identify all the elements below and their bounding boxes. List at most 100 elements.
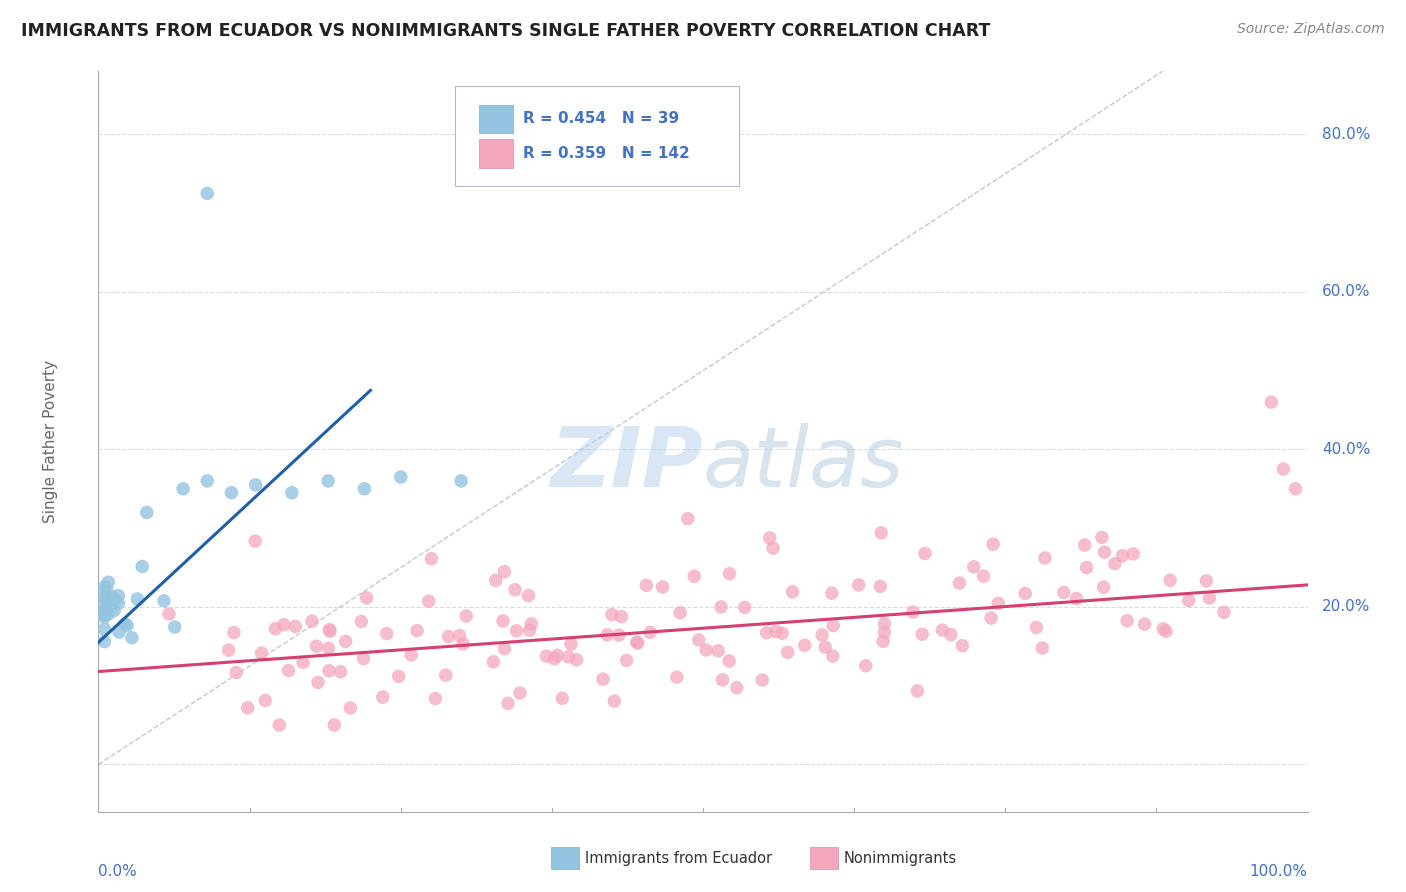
Text: 60.0%: 60.0% bbox=[1322, 285, 1371, 300]
Point bbox=[1031, 640, 1053, 655]
Point bbox=[911, 627, 934, 641]
Point bbox=[565, 653, 588, 667]
Point bbox=[1074, 538, 1097, 552]
Point bbox=[1177, 593, 1199, 607]
Point bbox=[1025, 620, 1047, 634]
Text: R = 0.359   N = 142: R = 0.359 N = 142 bbox=[523, 146, 689, 161]
Point bbox=[939, 627, 962, 641]
Point bbox=[107, 596, 129, 610]
Point bbox=[401, 648, 423, 662]
Point bbox=[96, 582, 118, 596]
Point bbox=[517, 589, 540, 603]
Point bbox=[725, 681, 748, 695]
Point bbox=[301, 614, 323, 628]
Point bbox=[734, 600, 756, 615]
Point bbox=[93, 634, 115, 648]
Point bbox=[221, 485, 243, 500]
Point bbox=[323, 718, 346, 732]
Text: atlas: atlas bbox=[703, 423, 904, 504]
Point bbox=[389, 470, 412, 484]
Point bbox=[557, 649, 579, 664]
Point bbox=[353, 482, 375, 496]
Point bbox=[551, 691, 574, 706]
Point bbox=[1152, 622, 1174, 636]
Text: 0.0%: 0.0% bbox=[98, 863, 138, 879]
Point bbox=[948, 576, 970, 591]
Point bbox=[250, 646, 273, 660]
Point bbox=[520, 616, 543, 631]
Point bbox=[494, 565, 516, 579]
Point bbox=[592, 672, 614, 686]
Point bbox=[93, 610, 115, 624]
Point bbox=[1122, 547, 1144, 561]
Point bbox=[93, 580, 115, 594]
Point bbox=[273, 617, 295, 632]
Point bbox=[1104, 557, 1126, 571]
Point bbox=[485, 574, 508, 588]
Point bbox=[93, 607, 115, 622]
Point bbox=[688, 632, 710, 647]
Point bbox=[782, 584, 804, 599]
Text: Nonimmigrants: Nonimmigrants bbox=[844, 851, 956, 865]
Point bbox=[121, 631, 143, 645]
Point bbox=[157, 607, 180, 621]
Point bbox=[222, 625, 245, 640]
Point bbox=[494, 641, 516, 656]
Point bbox=[449, 629, 471, 643]
Point bbox=[821, 586, 844, 600]
Point bbox=[225, 665, 247, 680]
Point bbox=[100, 589, 122, 603]
Point bbox=[607, 628, 630, 642]
Text: 40.0%: 40.0% bbox=[1322, 442, 1371, 457]
Point bbox=[450, 474, 472, 488]
Point bbox=[318, 664, 340, 678]
Point bbox=[546, 648, 568, 663]
Point bbox=[418, 594, 440, 608]
Point bbox=[1066, 591, 1088, 606]
Point bbox=[1133, 617, 1156, 632]
Point bbox=[811, 628, 834, 642]
Point bbox=[873, 625, 896, 640]
Point bbox=[254, 693, 277, 707]
Point bbox=[245, 478, 267, 492]
Point bbox=[277, 664, 299, 678]
Point bbox=[1091, 531, 1114, 545]
Point bbox=[980, 611, 1002, 625]
Point bbox=[339, 701, 361, 715]
Point bbox=[100, 599, 122, 613]
Point bbox=[114, 616, 136, 631]
Point bbox=[1284, 482, 1306, 496]
Point bbox=[496, 697, 519, 711]
Point bbox=[626, 635, 648, 649]
Point bbox=[307, 675, 329, 690]
Point bbox=[1033, 551, 1056, 566]
Point bbox=[406, 624, 429, 638]
Point bbox=[776, 645, 799, 659]
Point bbox=[420, 551, 443, 566]
Point bbox=[710, 599, 733, 614]
Point bbox=[509, 686, 531, 700]
Point bbox=[1094, 545, 1116, 559]
Point bbox=[873, 616, 896, 631]
Point bbox=[596, 628, 619, 642]
Point bbox=[93, 590, 115, 604]
Point bbox=[1092, 580, 1115, 594]
Point bbox=[905, 684, 928, 698]
Point bbox=[94, 602, 117, 616]
Point bbox=[425, 691, 447, 706]
Point bbox=[651, 580, 673, 594]
Text: Immigrants from Ecuador: Immigrants from Ecuador bbox=[585, 851, 772, 865]
Point bbox=[371, 690, 394, 705]
Point bbox=[456, 609, 478, 624]
Text: 20.0%: 20.0% bbox=[1322, 599, 1371, 615]
Point bbox=[823, 618, 845, 632]
Point bbox=[195, 474, 218, 488]
Point bbox=[93, 622, 115, 636]
Point bbox=[375, 626, 398, 640]
Point bbox=[987, 596, 1010, 610]
Point bbox=[770, 626, 793, 640]
Point bbox=[135, 505, 157, 519]
Point bbox=[1076, 560, 1098, 574]
Point bbox=[543, 652, 565, 666]
Point bbox=[1154, 624, 1177, 639]
